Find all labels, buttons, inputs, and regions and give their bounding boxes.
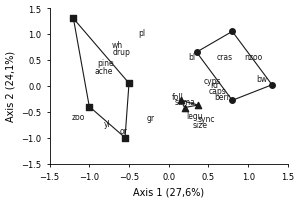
Point [123, 136, 128, 140]
Text: zoo: zoo [72, 113, 85, 122]
Point [230, 99, 235, 102]
Text: wh: wh [112, 41, 123, 50]
Point [87, 105, 92, 109]
Y-axis label: Axis 2 (24,1%): Axis 2 (24,1%) [6, 51, 16, 122]
Text: foll: foll [172, 93, 184, 102]
Text: or: or [119, 127, 127, 136]
Text: pine: pine [97, 59, 114, 68]
Text: rd: rd [210, 81, 218, 90]
Text: yl: yl [103, 119, 110, 128]
Point [71, 18, 76, 21]
Point [182, 106, 187, 110]
Text: caps: caps [208, 87, 226, 96]
Text: sync: sync [197, 114, 215, 123]
Point [178, 99, 183, 102]
Point [196, 104, 200, 107]
Point [127, 82, 131, 85]
Text: nzoo: nzoo [244, 53, 262, 61]
Text: legu: legu [186, 111, 203, 120]
Text: drup: drup [113, 47, 131, 56]
Text: berr: berr [214, 92, 230, 101]
Point [194, 51, 199, 55]
Text: cras: cras [216, 53, 232, 61]
Text: cyps: cyps [204, 77, 221, 86]
Text: ache: ache [95, 66, 113, 75]
Text: size: size [193, 121, 208, 129]
X-axis label: Axis 1 (27,6%): Axis 1 (27,6%) [133, 186, 204, 197]
Text: pl: pl [139, 29, 146, 38]
Point [270, 84, 274, 87]
Text: bw: bw [256, 74, 267, 83]
Text: sama: sama [175, 98, 196, 107]
Text: bl: bl [189, 53, 196, 61]
Point [230, 31, 235, 34]
Text: gr: gr [146, 114, 154, 123]
